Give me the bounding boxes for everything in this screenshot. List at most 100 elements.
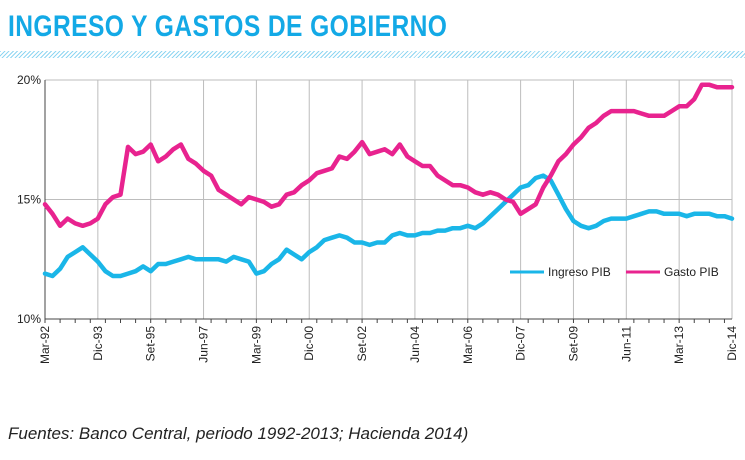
x-tick-label: Jun-97 bbox=[197, 326, 211, 363]
data-point-ingreso-pib bbox=[316, 246, 318, 249]
data-point-gasto-pib bbox=[580, 136, 582, 139]
data-point-ingreso-pib bbox=[293, 253, 295, 256]
data-point-ingreso-pib bbox=[119, 275, 122, 277]
data-point-gasto-pib bbox=[316, 172, 318, 174]
data-point-gasto-pib bbox=[127, 146, 129, 148]
data-point-gasto-pib bbox=[338, 155, 341, 158]
data-point-ingreso-pib bbox=[618, 217, 620, 220]
data-point-ingreso-pib bbox=[655, 210, 658, 213]
data-point-gasto-pib bbox=[451, 184, 454, 186]
data-point-gasto-pib bbox=[504, 198, 507, 201]
data-point-ingreso-pib bbox=[300, 258, 303, 261]
data-point-gasto-pib bbox=[497, 193, 499, 196]
data-point-ingreso-pib bbox=[210, 258, 212, 261]
data-point-gasto-pib bbox=[436, 174, 439, 177]
data-point-ingreso-pib bbox=[225, 260, 227, 263]
data-point-ingreso-pib bbox=[391, 234, 394, 237]
data-point-gasto-pib bbox=[270, 205, 273, 208]
data-point-ingreso-pib bbox=[731, 217, 733, 220]
data-point-ingreso-pib bbox=[587, 227, 590, 229]
data-point-ingreso-pib bbox=[368, 244, 371, 246]
data-point-gasto-pib bbox=[587, 127, 590, 129]
data-point-gasto-pib bbox=[640, 112, 643, 115]
data-point-gasto-pib bbox=[66, 217, 69, 220]
data-point-ingreso-pib bbox=[187, 256, 190, 258]
data-point-gasto-pib bbox=[112, 196, 114, 198]
data-point-ingreso-pib bbox=[270, 263, 273, 265]
data-point-gasto-pib bbox=[610, 110, 612, 112]
data-point-gasto-pib bbox=[89, 222, 92, 225]
data-point-gasto-pib bbox=[165, 155, 167, 158]
data-point-ingreso-pib bbox=[59, 268, 61, 270]
data-point-gasto-pib bbox=[708, 84, 711, 86]
data-point-gasto-pib bbox=[550, 174, 552, 177]
data-point-gasto-pib bbox=[368, 153, 371, 155]
data-point-ingreso-pib bbox=[97, 260, 99, 263]
x-tick-label: Mar-13 bbox=[672, 326, 686, 364]
x-tick-label: Jun-04 bbox=[408, 326, 422, 363]
data-point-ingreso-pib bbox=[172, 260, 175, 263]
data-point-ingreso-pib bbox=[195, 258, 197, 261]
data-point-ingreso-pib bbox=[429, 232, 431, 234]
x-tick-label: Dic-00 bbox=[302, 326, 316, 361]
data-point-gasto-pib bbox=[323, 170, 326, 172]
data-point-ingreso-pib bbox=[685, 215, 688, 217]
data-point-ingreso-pib bbox=[165, 263, 167, 265]
data-point-gasto-pib bbox=[308, 179, 311, 182]
data-point-ingreso-pib bbox=[104, 270, 107, 272]
data-point-ingreso-pib bbox=[474, 227, 477, 229]
data-point-ingreso-pib bbox=[708, 213, 711, 215]
data-point-gasto-pib bbox=[572, 143, 575, 146]
data-point-gasto-pib bbox=[678, 105, 680, 108]
data-point-ingreso-pib bbox=[625, 217, 628, 220]
data-point-ingreso-pib bbox=[406, 234, 409, 237]
data-point-ingreso-pib bbox=[202, 258, 205, 261]
data-point-ingreso-pib bbox=[527, 184, 529, 186]
data-point-ingreso-pib bbox=[134, 270, 137, 272]
data-point-ingreso-pib bbox=[670, 213, 673, 215]
data-point-gasto-pib bbox=[716, 86, 718, 88]
series-lines bbox=[42, 82, 735, 279]
legend-label-ingreso-pib: Ingreso PIB bbox=[548, 265, 611, 279]
data-point-gasto-pib bbox=[346, 158, 348, 160]
data-point-ingreso-pib bbox=[278, 258, 280, 261]
data-point-ingreso-pib bbox=[444, 229, 446, 232]
data-point-gasto-pib bbox=[104, 203, 107, 206]
data-point-gasto-pib bbox=[663, 115, 665, 117]
data-point-ingreso-pib bbox=[44, 272, 46, 275]
data-point-ingreso-pib bbox=[232, 256, 235, 258]
data-point-gasto-pib bbox=[557, 160, 560, 163]
data-point-gasto-pib bbox=[595, 122, 597, 124]
data-point-gasto-pib bbox=[240, 203, 243, 206]
data-point-gasto-pib bbox=[225, 193, 227, 196]
data-point-ingreso-pib bbox=[112, 275, 114, 277]
data-point-gasto-pib bbox=[519, 213, 522, 215]
data-point-ingreso-pib bbox=[723, 215, 726, 217]
data-point-ingreso-pib bbox=[451, 227, 454, 229]
data-point-gasto-pib bbox=[187, 158, 190, 160]
data-point-gasto-pib bbox=[467, 186, 469, 189]
data-point-ingreso-pib bbox=[640, 213, 643, 215]
data-point-gasto-pib bbox=[331, 167, 333, 170]
data-point-gasto-pib bbox=[391, 153, 394, 155]
data-point-gasto-pib bbox=[74, 222, 76, 225]
data-point-gasto-pib bbox=[119, 193, 122, 196]
data-point-ingreso-pib bbox=[610, 217, 612, 220]
data-point-gasto-pib bbox=[195, 162, 197, 165]
data-point-gasto-pib bbox=[512, 201, 514, 203]
x-tick-label: Set-95 bbox=[144, 326, 158, 362]
data-point-ingreso-pib bbox=[467, 225, 469, 227]
x-tick-label: Mar-06 bbox=[461, 326, 475, 364]
x-tick-label: Dic-07 bbox=[514, 326, 528, 361]
data-point-gasto-pib bbox=[693, 98, 696, 100]
data-point-gasto-pib bbox=[353, 150, 356, 153]
data-point-gasto-pib bbox=[59, 225, 61, 227]
data-point-ingreso-pib bbox=[580, 225, 582, 227]
y-tick-label: 20% bbox=[17, 73, 41, 87]
data-point-gasto-pib bbox=[217, 189, 220, 191]
x-tick-label: Dic-93 bbox=[91, 326, 105, 361]
data-point-ingreso-pib bbox=[459, 227, 462, 229]
data-point-ingreso-pib bbox=[663, 213, 665, 215]
data-point-gasto-pib bbox=[81, 225, 84, 227]
x-tick-label: Dic-14 bbox=[725, 326, 739, 361]
